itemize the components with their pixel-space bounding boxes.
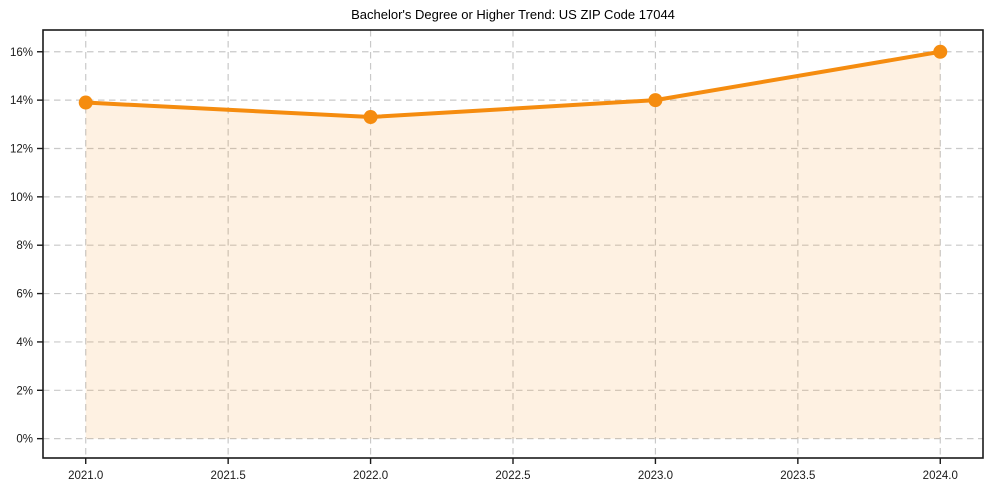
y-axis-tick-label: 6%	[16, 289, 33, 301]
x-axis-tick-label: 2022.5	[495, 470, 530, 482]
y-axis-tick-label: 0%	[16, 434, 33, 446]
y-axis-tick-label: 12%	[10, 143, 33, 155]
chart-title: Bachelor's Degree or Higher Trend: US ZI…	[351, 7, 675, 22]
y-axis-tick-label: 2%	[16, 385, 33, 397]
x-axis-tick-label: 2024.0	[923, 470, 958, 482]
area-fill	[85, 51, 941, 439]
data-point	[933, 44, 948, 59]
x-axis-tick-label: 2021.0	[68, 470, 103, 482]
y-axis-tick-label: 4%	[16, 337, 33, 349]
x-axis-tick-label: 2022.0	[353, 470, 388, 482]
x-axis-tick-label: 2023.0	[638, 470, 673, 482]
trend-line	[83, 49, 943, 120]
data-point	[363, 110, 378, 125]
y-axis-tick-label: 10%	[10, 192, 33, 204]
data-point	[648, 93, 663, 108]
y-axis-tick-label: 14%	[10, 95, 33, 107]
x-axis-tick-label: 2023.5	[780, 470, 815, 482]
x-axis-tick-label: 2021.5	[211, 470, 246, 482]
y-axis-tick-label: 8%	[16, 240, 33, 252]
data-point	[78, 95, 93, 110]
y-axis-tick-label: 16%	[10, 47, 33, 59]
